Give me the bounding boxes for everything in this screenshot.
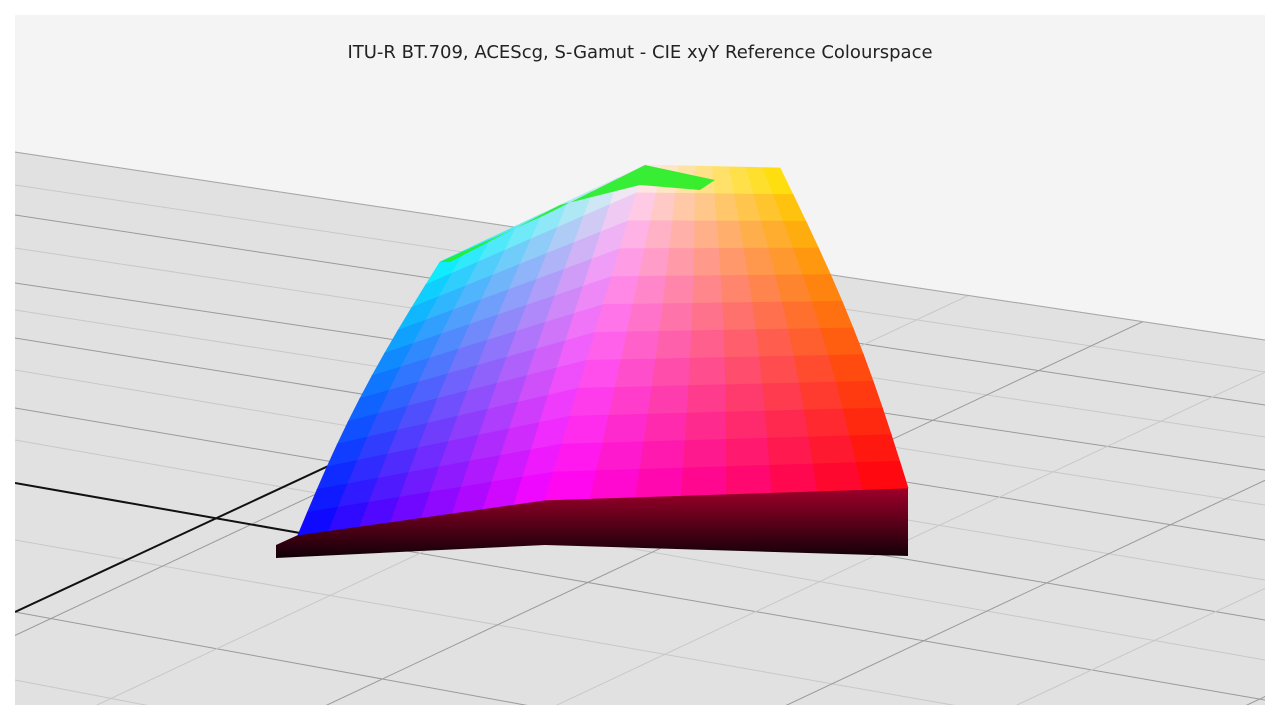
floor-grid-line bbox=[15, 539, 1265, 705]
surface-patch bbox=[720, 275, 753, 304]
surface-patch bbox=[725, 410, 769, 440]
surface-patch bbox=[596, 441, 645, 472]
surface-patch bbox=[764, 409, 810, 439]
surface-patch bbox=[552, 442, 604, 473]
surface-patch bbox=[682, 439, 727, 469]
surface-base bbox=[276, 488, 908, 558]
surface-patch bbox=[635, 467, 684, 498]
surface-patch bbox=[726, 437, 771, 468]
floor-grid-line bbox=[899, 195, 1265, 705]
surface-patch bbox=[808, 435, 857, 465]
surface-patch bbox=[803, 408, 851, 438]
surface-patch bbox=[608, 386, 653, 416]
surface-patch bbox=[643, 412, 688, 443]
surface-patch bbox=[798, 381, 844, 411]
surface-patch bbox=[544, 470, 598, 501]
surface-patch bbox=[755, 328, 795, 358]
surface-patch bbox=[722, 302, 757, 331]
surface-patch bbox=[665, 248, 695, 277]
surface-patch bbox=[690, 329, 726, 359]
surface-patch bbox=[769, 463, 818, 493]
surface-patch bbox=[694, 193, 718, 222]
surface-patch bbox=[647, 385, 690, 415]
surface-ridge bbox=[440, 165, 715, 262]
surface-patch bbox=[762, 382, 805, 412]
surface-patch bbox=[693, 247, 722, 277]
scene bbox=[15, 151, 1265, 705]
surface-patch bbox=[842, 407, 892, 437]
surface-patch bbox=[688, 357, 727, 387]
surface-patch bbox=[855, 460, 909, 490]
surface-patch bbox=[561, 414, 610, 445]
floor-grid-line bbox=[15, 439, 1265, 661]
surface-patch bbox=[767, 436, 814, 466]
surface-patch bbox=[655, 330, 693, 360]
surface-patch bbox=[614, 358, 657, 388]
surface-patch bbox=[723, 329, 761, 358]
surface-patch bbox=[669, 220, 696, 249]
floor-grid-line bbox=[15, 611, 1265, 705]
surface-patch bbox=[849, 434, 901, 464]
surface-patch bbox=[724, 356, 764, 386]
surface-patch bbox=[602, 413, 649, 444]
surface-patch bbox=[726, 464, 773, 495]
surface-patch bbox=[651, 357, 691, 387]
surface-patch bbox=[692, 275, 724, 304]
surface-patch bbox=[626, 303, 664, 333]
surface-patch bbox=[680, 466, 727, 496]
surface-patch bbox=[812, 462, 864, 492]
surface-patch bbox=[672, 192, 696, 222]
surface-patch bbox=[639, 440, 686, 470]
surface-patch bbox=[725, 383, 766, 413]
surface-patch bbox=[686, 384, 727, 414]
surface-patch bbox=[659, 302, 694, 332]
surface-patch bbox=[691, 302, 725, 332]
surface-patch bbox=[662, 275, 695, 305]
surface-patch bbox=[638, 248, 671, 277]
surface-patch bbox=[589, 468, 641, 499]
surface-patch bbox=[759, 355, 800, 385]
surface-patch bbox=[693, 220, 720, 249]
axis-line bbox=[15, 482, 301, 534]
floor-grid-line bbox=[669, 195, 1265, 705]
surface-patch bbox=[684, 411, 727, 442]
surface-patch bbox=[632, 275, 667, 305]
floor-grid-line bbox=[439, 195, 1265, 705]
chart-title: ITU-R BT.709, ACEScg, S-Gamut - CIE xyY … bbox=[347, 42, 932, 63]
surface-patch bbox=[620, 330, 660, 361]
surface-patch bbox=[718, 247, 749, 277]
